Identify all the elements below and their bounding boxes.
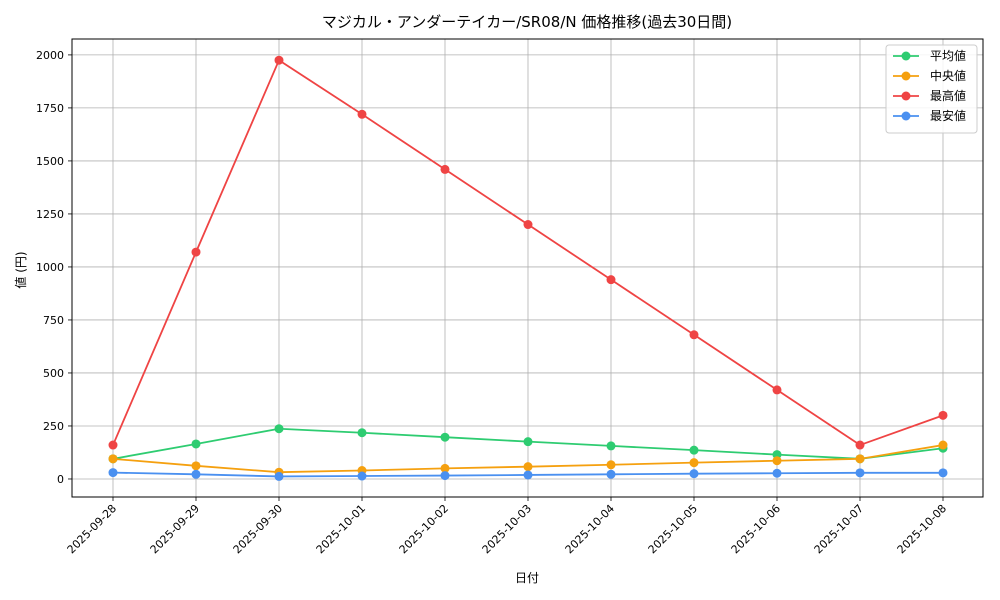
legend-label: 平均値 bbox=[930, 48, 966, 63]
x-tick-label: 2025-10-08 bbox=[895, 502, 949, 556]
data-point bbox=[689, 445, 699, 455]
x-tick-label: 2025-10-03 bbox=[480, 502, 534, 556]
data-point bbox=[191, 247, 201, 257]
x-tick-label: 2025-10-07 bbox=[812, 502, 866, 556]
data-point bbox=[523, 437, 533, 447]
data-point bbox=[191, 439, 201, 449]
plot-frame bbox=[71, 38, 984, 498]
x-tick-label: 2025-09-30 bbox=[231, 502, 285, 556]
data-point bbox=[606, 441, 616, 451]
data-point bbox=[938, 468, 948, 478]
x-tick-label: 2025-10-05 bbox=[646, 502, 700, 556]
legend-marker bbox=[901, 91, 911, 101]
data-point bbox=[440, 432, 450, 442]
y-tick-label: 1250 bbox=[36, 208, 64, 221]
legend-label: 最高値 bbox=[930, 88, 966, 103]
data-point bbox=[523, 470, 533, 480]
legend-marker bbox=[901, 111, 911, 121]
legend-item: 平均値 bbox=[893, 48, 966, 63]
legend-box bbox=[885, 44, 978, 134]
data-point bbox=[938, 410, 948, 420]
data-point bbox=[357, 109, 367, 119]
data-point bbox=[274, 471, 284, 481]
data-point bbox=[357, 428, 367, 438]
y-tick-label: 1500 bbox=[36, 155, 64, 168]
data-point bbox=[772, 450, 782, 460]
y-tick-label: 0 bbox=[57, 473, 64, 486]
data-point bbox=[855, 454, 865, 464]
series-group bbox=[108, 55, 948, 481]
y-axis: 0 250 500 750 1000 1250 1500 1750 2000 bbox=[36, 49, 72, 486]
legend-marker bbox=[901, 71, 911, 81]
data-point bbox=[108, 468, 118, 478]
data-point bbox=[108, 454, 118, 464]
y-tick-label: 1750 bbox=[36, 102, 64, 115]
y-tick-label: 1000 bbox=[36, 261, 64, 274]
legend-label: 中央値 bbox=[930, 68, 966, 83]
data-point bbox=[440, 164, 450, 174]
data-point bbox=[440, 463, 450, 473]
legend-item: 中央値 bbox=[893, 68, 966, 83]
x-tick-label: 2025-10-04 bbox=[563, 502, 617, 556]
data-point bbox=[357, 471, 367, 481]
legend-marker bbox=[901, 51, 911, 61]
y-tick-label: 500 bbox=[43, 367, 64, 380]
data-point bbox=[689, 330, 699, 340]
data-point bbox=[855, 468, 865, 478]
data-point bbox=[606, 469, 616, 479]
x-tick-label: 2025-09-29 bbox=[148, 502, 202, 556]
x-tick-label: 2025-10-02 bbox=[397, 502, 451, 556]
data-point bbox=[191, 469, 201, 479]
data-point bbox=[772, 385, 782, 395]
chart-title: マジカル・アンダーテイカー/SR08/N 価格推移(過去30日間) bbox=[322, 13, 732, 31]
data-point bbox=[689, 469, 699, 479]
data-point bbox=[938, 440, 948, 450]
y-tick-label: 750 bbox=[43, 314, 64, 327]
data-point bbox=[274, 424, 284, 434]
data-point bbox=[689, 458, 699, 468]
data-point bbox=[274, 55, 284, 65]
data-point bbox=[855, 440, 865, 450]
data-point bbox=[108, 440, 118, 450]
series-3 bbox=[108, 468, 948, 481]
y-axis-label: 値 (円) bbox=[13, 251, 28, 288]
data-point bbox=[772, 456, 782, 466]
data-point bbox=[523, 462, 533, 472]
x-tick-label: 2025-10-06 bbox=[729, 502, 783, 556]
x-axis-label: 日付 bbox=[515, 571, 539, 585]
series-2 bbox=[108, 55, 948, 450]
legend-label: 最安値 bbox=[930, 108, 966, 123]
legend-item: 最安値 bbox=[893, 108, 966, 123]
x-axis: 2025-09-28 2025-09-29 2025-09-30 2025-10-01… bbox=[65, 497, 949, 556]
grid bbox=[72, 39, 983, 497]
legend-item: 最高値 bbox=[893, 88, 966, 103]
data-point bbox=[606, 275, 616, 285]
data-point bbox=[191, 461, 201, 471]
data-point bbox=[440, 471, 450, 481]
x-tick-label: 2025-09-28 bbox=[65, 502, 119, 556]
y-tick-label: 250 bbox=[43, 420, 64, 433]
data-point bbox=[523, 220, 533, 230]
x-tick-label: 2025-10-01 bbox=[314, 502, 368, 556]
y-tick-label: 2000 bbox=[36, 49, 64, 62]
data-point bbox=[606, 460, 616, 470]
data-point bbox=[772, 468, 782, 478]
